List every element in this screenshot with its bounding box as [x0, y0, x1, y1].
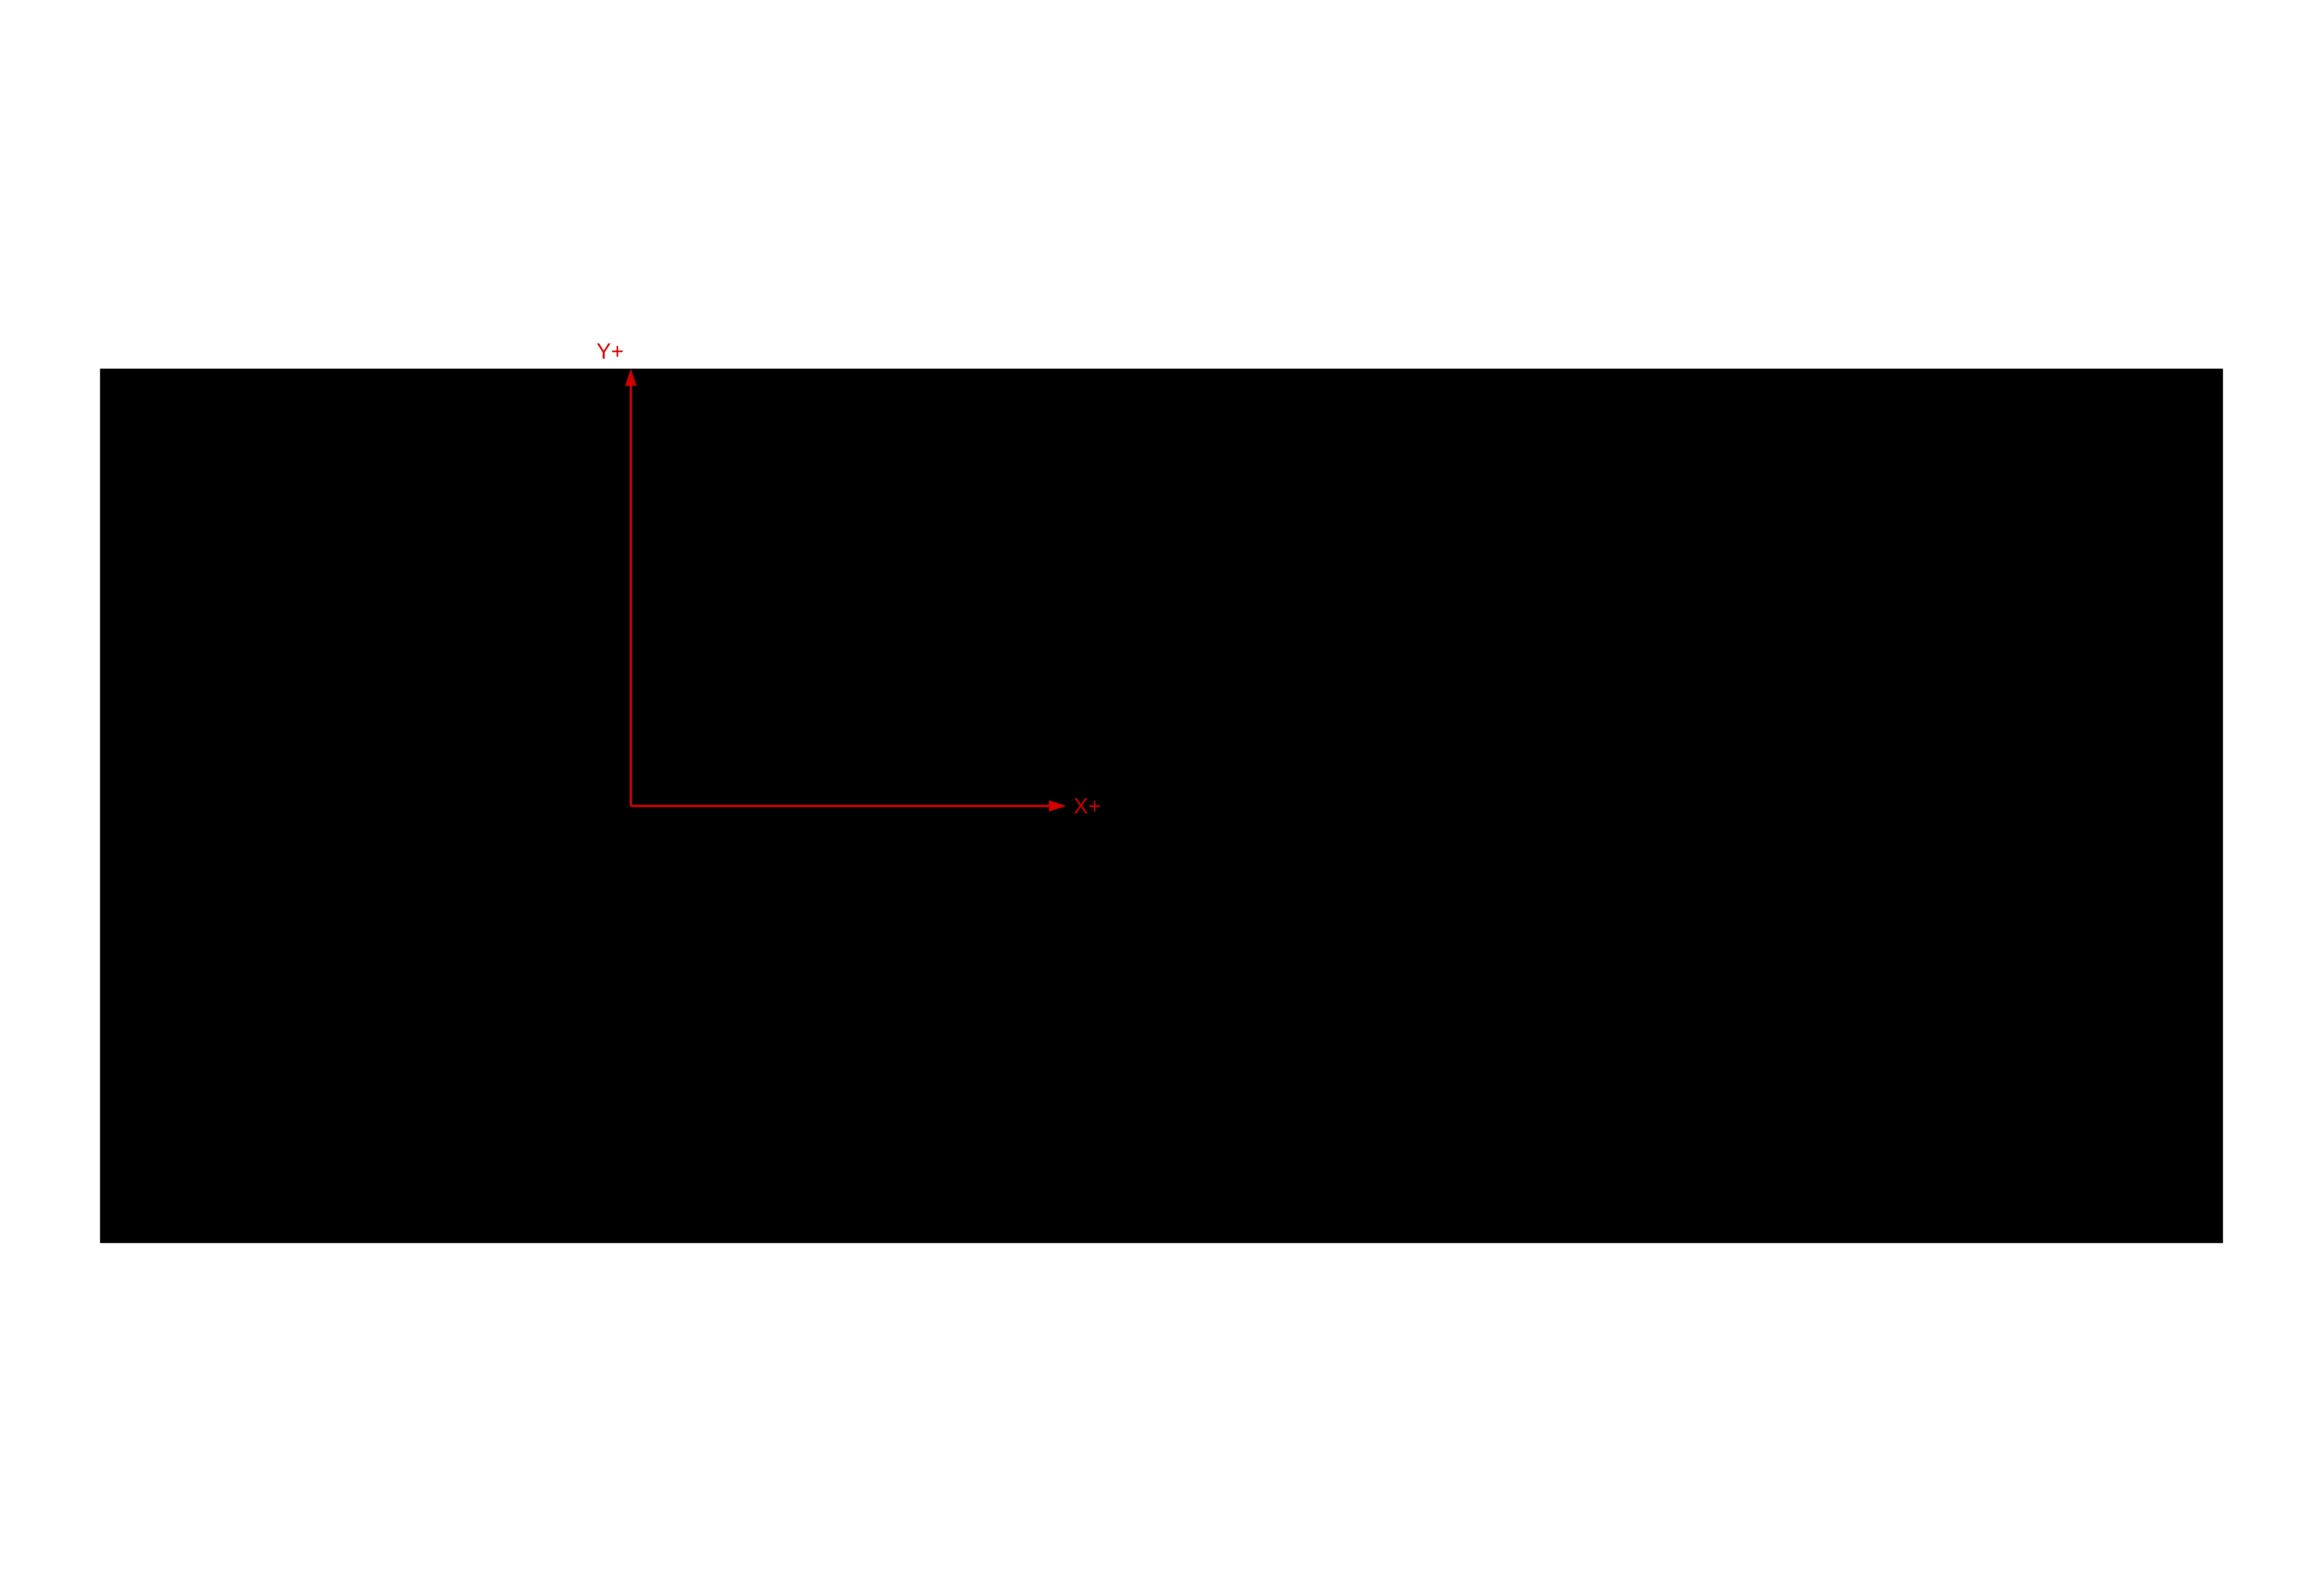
coordinate-axes [100, 369, 2223, 1243]
viewport-3d[interactable]: X+ Y+ [100, 369, 2223, 1243]
x-axis-label: X+ [1074, 793, 1101, 819]
y-axis-label: Y+ [596, 338, 624, 364]
page-root: X+ Y+ [0, 0, 2323, 1596]
